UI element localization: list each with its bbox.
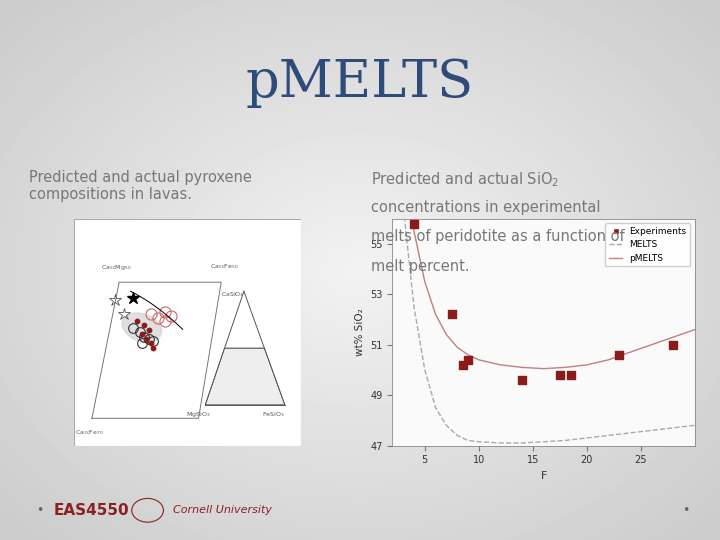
Text: pMELTS: pMELTS [246, 57, 474, 107]
Point [140, 335, 152, 343]
Point [554, 370, 566, 379]
Text: Ca$_{30}$Fe$_{70}$: Ca$_{30}$Fe$_{70}$ [75, 428, 104, 437]
Text: Predicted and actual SiO$_2$: Predicted and actual SiO$_2$ [371, 170, 559, 189]
Point [143, 326, 154, 334]
Point [148, 343, 159, 352]
FancyBboxPatch shape [74, 219, 301, 446]
Polygon shape [205, 348, 284, 404]
Legend: Experiments, MELTS, pMELTS: Experiments, MELTS, pMELTS [606, 223, 690, 266]
Point [446, 310, 458, 319]
Text: EAS4550: EAS4550 [54, 503, 130, 518]
Point [132, 316, 143, 325]
Point [145, 339, 157, 348]
Text: Cornell University: Cornell University [173, 505, 271, 515]
Point [565, 370, 577, 379]
Text: CaSiO$_3$: CaSiO$_3$ [221, 290, 244, 299]
Text: Predicted and actual pyroxene
compositions in lavas.: Predicted and actual pyroxene compositio… [29, 170, 252, 202]
Point [138, 321, 150, 329]
Text: •: • [36, 504, 43, 517]
Text: •: • [683, 504, 690, 517]
Text: MgSiO$_3$: MgSiO$_3$ [186, 410, 211, 419]
Point [516, 376, 528, 384]
Point [136, 330, 148, 339]
Text: FeSiO$_3$: FeSiO$_3$ [262, 410, 284, 419]
Text: concentrations in experimental: concentrations in experimental [371, 200, 600, 215]
Point [613, 350, 625, 359]
Point [667, 340, 679, 349]
Text: melts of peridotite as a function of: melts of peridotite as a function of [371, 230, 624, 245]
Point [457, 361, 469, 369]
Text: Ca$_{50}$Fe$_{50}$: Ca$_{50}$Fe$_{50}$ [210, 262, 238, 272]
Point [408, 219, 420, 228]
Point [462, 355, 474, 364]
Ellipse shape [122, 313, 161, 342]
Text: Ca$_{50}$Mg$_{50}$: Ca$_{50}$Mg$_{50}$ [101, 262, 132, 272]
Y-axis label: wt% SiO₂: wt% SiO₂ [355, 308, 364, 356]
Text: melt percent.: melt percent. [371, 259, 469, 274]
X-axis label: F: F [541, 471, 546, 481]
